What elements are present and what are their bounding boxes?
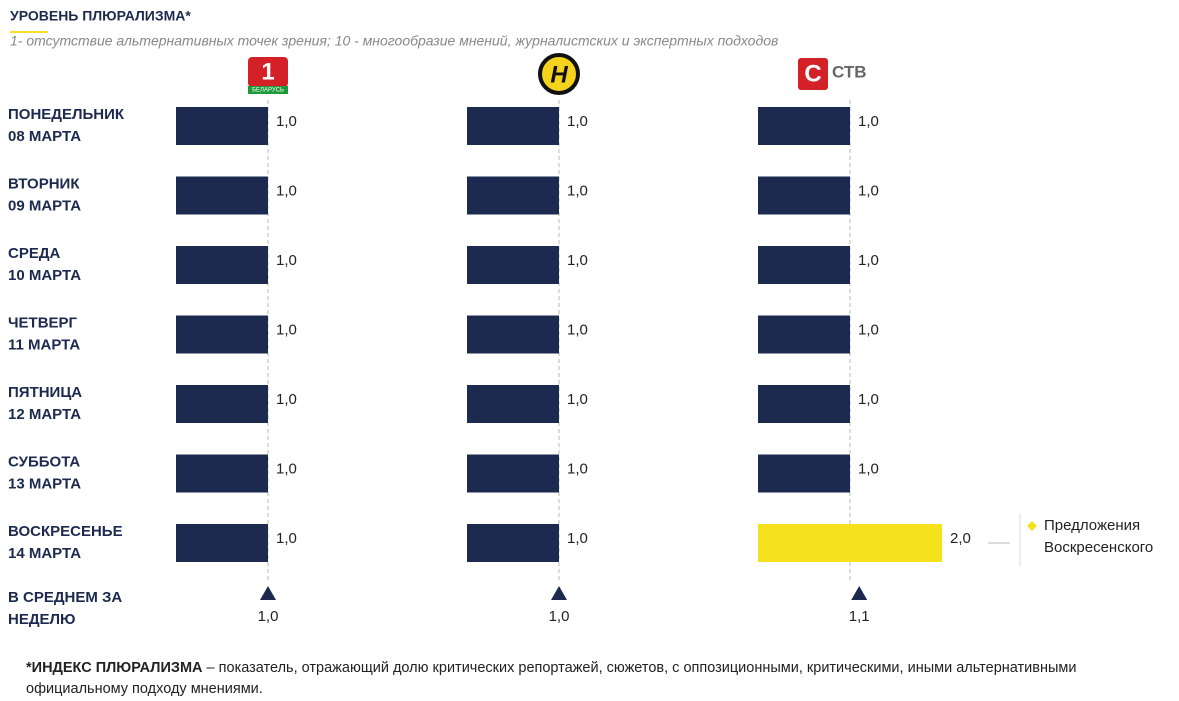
value-label: 1,0 — [858, 113, 879, 130]
row-label: ПЯТНИЦА — [8, 384, 82, 401]
value-label: 1,0 — [276, 321, 297, 338]
bar — [467, 107, 559, 145]
value-label: 1,0 — [276, 391, 297, 408]
logo-text: БЕЛАРУСЬ — [252, 88, 284, 94]
bar — [467, 454, 559, 493]
subtitle: 1- отсутствие альтернативных точек зрени… — [10, 33, 778, 49]
row-label: ЧЕТВЕРГ — [8, 314, 78, 331]
value-label: 1,0 — [858, 391, 879, 408]
value-label: 1,0 — [276, 182, 297, 199]
bar — [467, 524, 559, 562]
bar — [758, 524, 942, 562]
row-label: ВТОРНИК — [8, 175, 80, 192]
logo-text: СТВ — [832, 62, 867, 81]
value-label: 2,0 — [950, 530, 971, 547]
title: УРОВЕНЬ ПЛЮРАЛИЗМА* — [10, 8, 191, 24]
bar — [758, 107, 850, 145]
logo-text: Н — [550, 61, 568, 88]
bar — [176, 454, 268, 493]
chart: УРОВЕНЬ ПЛЮРАЛИЗМА* 1- отсутствие альтер… — [8, 8, 1153, 628]
row-label: СРЕДА — [8, 245, 61, 262]
value-label: 1,0 — [567, 460, 588, 477]
value-label: 1,0 — [567, 391, 588, 408]
value-label: 1,0 — [567, 252, 588, 269]
value-label: 1,0 — [567, 321, 588, 338]
logo-text: С — [804, 60, 821, 87]
average-value: 1,0 — [258, 608, 279, 625]
average-value: 1,1 — [849, 608, 870, 625]
row-label: 13 МАРТА — [8, 475, 81, 492]
bar — [176, 315, 268, 354]
bar — [176, 524, 268, 562]
bar — [758, 454, 850, 493]
logo-circle — [538, 53, 580, 95]
value-label: 1,0 — [567, 530, 588, 547]
value-label: 1,0 — [858, 460, 879, 477]
average-label: В СРЕДНЕМ ЗА — [8, 589, 122, 606]
average-value: 1,0 — [549, 608, 570, 625]
value-label: 1,0 — [858, 182, 879, 199]
annotation-text: Предложения — [1044, 517, 1140, 534]
row-label: 11 МАРТА — [8, 336, 80, 353]
title-underline — [10, 31, 48, 33]
value-label: 1,0 — [858, 321, 879, 338]
bar — [176, 385, 268, 423]
average-marker — [851, 586, 868, 600]
bar — [758, 315, 850, 354]
row-label: ПОНЕДЕЛЬНИК — [8, 106, 125, 123]
average-marker — [551, 586, 567, 600]
bar — [758, 246, 850, 284]
bar — [467, 246, 559, 284]
row-label: СУББОТА — [8, 453, 80, 470]
bar — [176, 176, 268, 215]
value-label: 1,0 — [276, 530, 297, 547]
logo-box — [798, 58, 828, 90]
value-label: 1,0 — [276, 252, 297, 269]
bar — [758, 176, 850, 215]
bar — [467, 385, 559, 423]
value-label: 1,0 — [567, 113, 588, 130]
bar — [467, 315, 559, 354]
row-label: ВОСКРЕСЕНЬЕ — [8, 523, 123, 540]
value-label: 1,0 — [858, 252, 879, 269]
logo-box — [248, 57, 288, 87]
row-label: 12 МАРТА — [8, 406, 81, 423]
value-label: 1,0 — [276, 460, 297, 477]
bar — [467, 176, 559, 215]
footnote-text: – показатель, отражающий долю критически… — [26, 660, 1077, 697]
average-marker — [260, 586, 276, 600]
bar — [176, 107, 268, 145]
logo-text: 1 — [261, 58, 274, 85]
bar — [758, 385, 850, 423]
footnote: *ИНДЕКС ПЛЮРАЛИЗМА – показатель, отражаю… — [26, 658, 1126, 700]
row-label: 09 МАРТА — [8, 197, 81, 214]
average-label: НЕДЕЛЮ — [8, 611, 76, 628]
value-label: 1,0 — [276, 113, 297, 130]
row-label: 14 МАРТА — [8, 545, 81, 562]
row-label: 08 МАРТА — [8, 128, 81, 145]
logo-strip — [248, 86, 288, 94]
row-label: 10 МАРТА — [8, 267, 81, 284]
value-label: 1,0 — [567, 182, 588, 199]
annotation-text: Воскресенского — [1044, 539, 1153, 556]
annotation-marker — [1027, 521, 1037, 531]
footnote-bold: *ИНДЕКС ПЛЮРАЛИЗМА — [26, 660, 203, 676]
bar — [176, 246, 268, 284]
